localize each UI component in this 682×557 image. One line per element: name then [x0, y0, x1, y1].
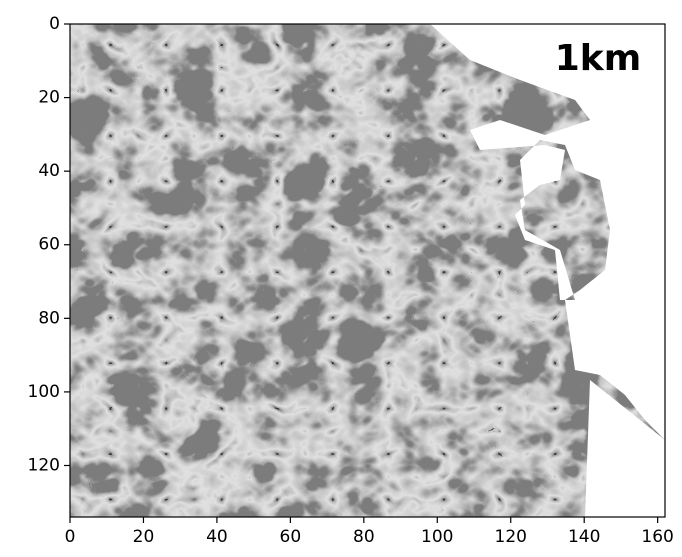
plot-frame [69, 23, 666, 518]
image-area [70, 24, 665, 517]
y-tick-label: 80 [38, 308, 60, 328]
y-tick-label: 40 [38, 161, 60, 181]
x-tick-label: 100 [421, 527, 453, 547]
x-tick-label: 20 [133, 527, 155, 547]
x-tick-label: 160 [641, 527, 673, 547]
y-tick-label: 120 [28, 455, 60, 475]
x-tick-label: 80 [353, 527, 375, 547]
x-tick-label: 60 [280, 527, 302, 547]
x-tick-label: 140 [568, 527, 600, 547]
y-tick-label: 100 [28, 382, 60, 402]
y-tick-label: 20 [38, 88, 60, 108]
land-mask [430, 24, 665, 440]
annotation: 1km [555, 38, 642, 79]
y-tick-label: 60 [38, 235, 60, 255]
x-tick-label: 0 [65, 527, 76, 547]
x-tick-label: 120 [495, 527, 527, 547]
y-tick-label: 0 [49, 14, 60, 34]
land-mask [585, 380, 665, 517]
x-tick-label: 40 [206, 527, 228, 547]
